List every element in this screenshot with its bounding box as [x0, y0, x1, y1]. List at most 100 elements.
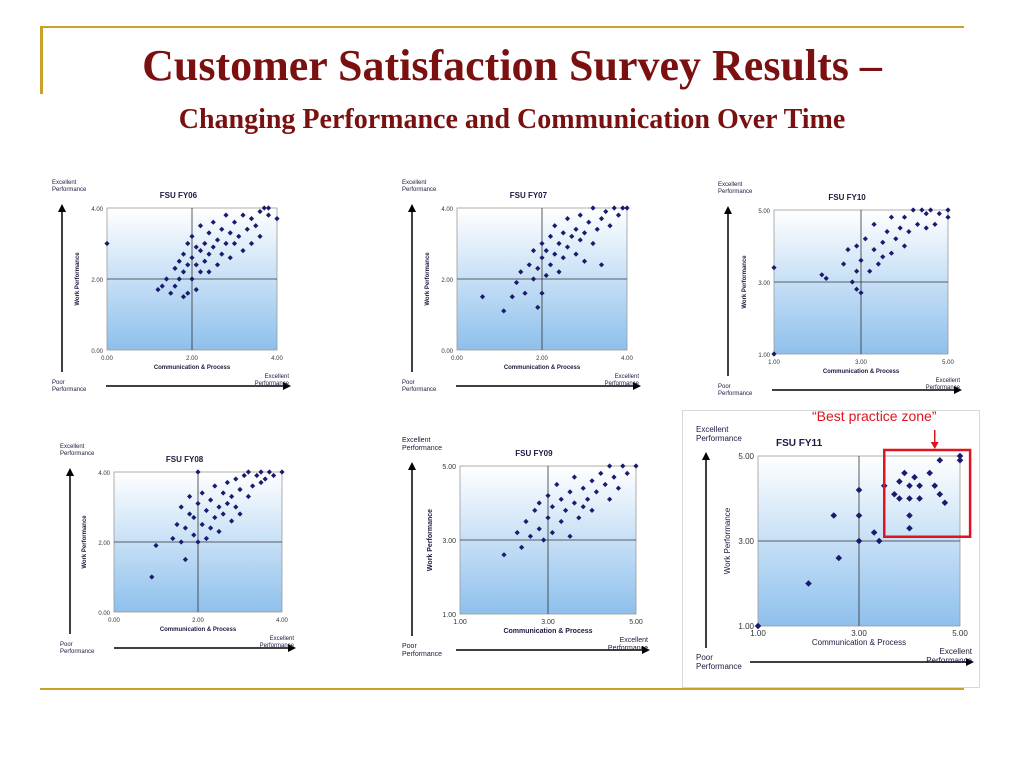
chart-title: FSU FY07: [510, 191, 548, 200]
x-tick-label: 2.00: [536, 356, 548, 362]
data-point: [945, 214, 951, 220]
data-point: [258, 469, 264, 475]
y-axis-label: Work Performance: [427, 509, 434, 571]
y-tick-label: 0.00: [98, 611, 110, 617]
arrowhead-up-icon: [408, 204, 416, 212]
corner-label-bottom-right: Excellent: [940, 647, 973, 656]
data-point: [888, 250, 895, 256]
data-point: [245, 493, 251, 500]
corner-label-bottom-left: Poor: [402, 380, 415, 386]
data-point: [509, 294, 515, 300]
data-point: [187, 493, 193, 500]
data-point: [916, 495, 923, 502]
data-point: [206, 230, 212, 236]
x-tick-label: 0.00: [101, 356, 113, 362]
corner-label-bottom-right: Performance: [926, 656, 972, 665]
data-point: [199, 521, 205, 528]
data-point: [547, 233, 554, 239]
data-point: [891, 490, 898, 498]
data-point: [560, 230, 566, 236]
corner-label-bottom-left: Performance: [60, 649, 95, 655]
data-point: [552, 223, 558, 229]
data-point: [240, 212, 246, 218]
y-tick-label: 3.00: [758, 281, 770, 287]
corner-label-top-left: Excellent: [402, 180, 427, 186]
data-point: [923, 225, 929, 231]
slide-title: Customer Satisfaction Survey Results –: [142, 41, 882, 90]
data-point: [261, 205, 267, 211]
data-point: [586, 219, 592, 225]
data-point: [210, 219, 216, 225]
data-point: [231, 219, 238, 225]
best-practice-zone-label: “Best practice zone”: [812, 408, 937, 424]
data-point: [581, 230, 588, 236]
data-point: [577, 237, 583, 243]
x-tick-label: 5.00: [629, 619, 643, 626]
data-point: [279, 469, 285, 475]
corner-label-bottom-left: Performance: [696, 662, 742, 671]
data-point: [189, 276, 195, 282]
data-point: [203, 507, 209, 514]
data-point: [926, 469, 933, 477]
data-point: [911, 473, 918, 481]
data-point: [871, 221, 877, 227]
x-tick-label: 2.00: [192, 618, 204, 624]
x-tick-label: 5.00: [942, 360, 954, 366]
chart-title: FSU FY10: [828, 193, 866, 202]
data-point: [216, 528, 222, 535]
data-point: [208, 525, 214, 531]
data-point: [180, 251, 187, 257]
data-point: [104, 240, 110, 247]
data-point: [180, 294, 187, 300]
data-point: [248, 216, 255, 222]
y-tick-label: 3.00: [442, 538, 456, 545]
x-tick-label: 3.00: [855, 360, 867, 366]
y-tick-label: 5.00: [442, 464, 456, 471]
data-point: [210, 244, 216, 250]
data-point: [611, 205, 617, 211]
corner-label-bottom-right: Performance: [260, 643, 295, 649]
data-point: [845, 247, 851, 253]
data-point: [598, 216, 605, 222]
data-point: [526, 262, 532, 268]
data-point: [224, 479, 230, 486]
y-tick-label: 0.00: [441, 349, 453, 355]
data-point: [945, 207, 951, 213]
slide-subtitle: Changing Performance and Communication O…: [178, 104, 846, 135]
arrowhead-down-icon: [930, 442, 939, 449]
data-point: [479, 294, 486, 300]
data-point: [554, 481, 560, 488]
corner-label-top-left: Performance: [718, 189, 753, 195]
x-tick-label: 4.00: [271, 356, 283, 362]
data-point: [240, 248, 246, 254]
data-point: [928, 207, 934, 213]
y-tick-label: 4.00: [91, 207, 103, 213]
y-tick-label: 5.00: [758, 209, 770, 215]
data-point: [220, 490, 226, 496]
arrowhead-up-icon: [408, 462, 416, 470]
y-tick-label: 2.00: [441, 278, 453, 284]
data-point: [233, 476, 239, 482]
data-point: [901, 243, 908, 249]
data-point: [547, 262, 554, 268]
data-point: [620, 205, 626, 211]
chart-title: FSU FY06: [160, 191, 198, 200]
data-point: [543, 272, 549, 279]
corner-label-bottom-left: Performance: [402, 651, 442, 658]
y-tick-label: 4.00: [441, 207, 453, 213]
chart-fsu-fy08: FSU FY08 0.00 2.00 4.00 0.00 2.00 4.00 Communic…: [58, 438, 298, 664]
data-point: [229, 518, 235, 524]
data-point: [257, 233, 263, 239]
data-point: [203, 535, 209, 542]
data-point: [576, 515, 582, 521]
best-practice-zone-box: [883, 448, 972, 538]
data-point: [581, 258, 588, 264]
x-tick-label: 2.00: [186, 356, 198, 362]
y-tick-label: 5.00: [738, 452, 754, 461]
data-point: [197, 223, 204, 229]
data-point: [220, 511, 226, 517]
data-point: [229, 493, 235, 500]
chart-title: FSU FY11: [776, 438, 823, 449]
data-point: [501, 552, 507, 558]
data-point: [208, 497, 214, 503]
